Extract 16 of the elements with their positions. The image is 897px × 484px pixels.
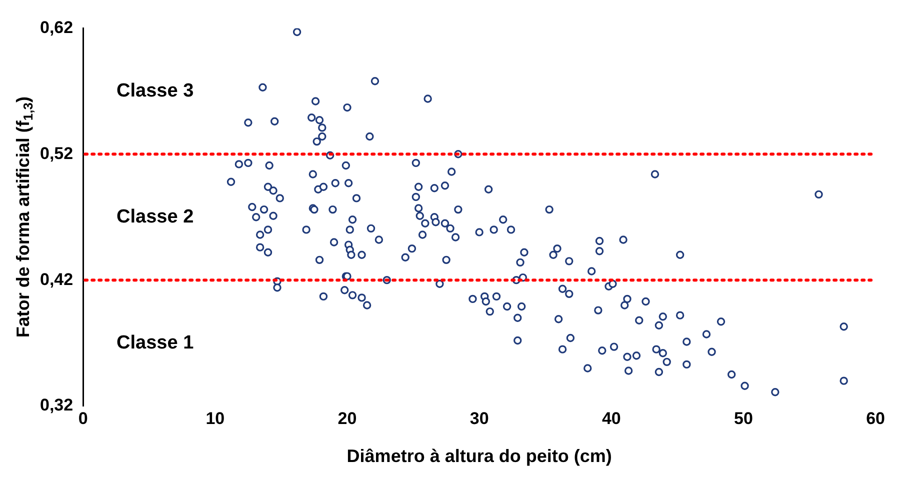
y-tick-label: 0,42 xyxy=(40,270,74,289)
x-tick-label: 10 xyxy=(206,408,225,428)
x-tick-label: 50 xyxy=(734,408,753,428)
annotation: Classe 3 xyxy=(116,80,194,102)
x-axis-title: Diâmetro à altura do peito (cm) xyxy=(346,446,612,466)
y-axis-title: Fator de forma artificial (f1,3) xyxy=(12,96,36,338)
x-tick-label: 30 xyxy=(470,408,489,428)
x-tick-label: 20 xyxy=(338,408,357,428)
y-tick-label: 0,52 xyxy=(40,144,74,163)
annotation: Classe 1 xyxy=(116,332,194,354)
annotation: Classe 2 xyxy=(116,206,194,228)
x-tick-label: 40 xyxy=(602,408,621,428)
y-tick-label: 0,62 xyxy=(40,18,74,37)
x-tick-label: 0 xyxy=(78,408,88,428)
x-tick-label: 60 xyxy=(866,408,886,428)
y-tick-label: 0,32 xyxy=(40,396,74,415)
